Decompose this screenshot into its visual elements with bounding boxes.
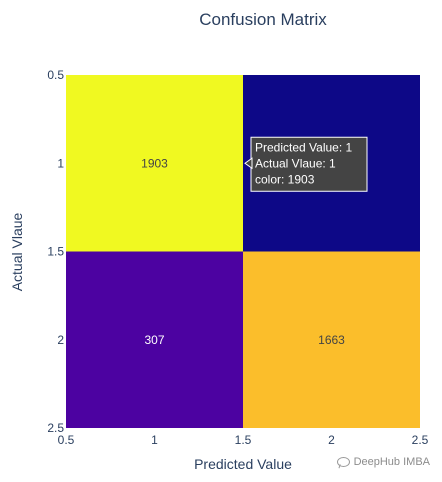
chart-title: Confusion Matrix xyxy=(199,10,327,29)
tooltip-line: color: 1903 xyxy=(255,172,315,186)
heatmap-cell-r2-c2[interactable] xyxy=(243,251,420,429)
x-axis-title: Predicted Value xyxy=(194,456,292,472)
y-tick-label: 2.5 xyxy=(47,421,64,435)
x-tick-label: 1.5 xyxy=(235,433,252,447)
y-tick-label: 0.5 xyxy=(47,68,64,82)
wechat-icon xyxy=(336,457,350,467)
x-ticks: 0.5 1 1.5 2 2.5 xyxy=(58,433,429,447)
tooltip-line: Predicted Value: 1 xyxy=(255,140,352,154)
heatmap-cells[interactable] xyxy=(66,75,420,428)
cell-label-r2-c2: 1663 xyxy=(318,333,345,347)
x-tick-label: 2.5 xyxy=(412,433,429,447)
x-tick-label: 2 xyxy=(328,433,335,447)
x-tick-label: 0.5 xyxy=(58,433,75,447)
tooltip-line: Actual Vlaue: 1 xyxy=(255,156,336,170)
cell-labels: 1903 307 1663 xyxy=(141,156,345,347)
y-tick-label: 1 xyxy=(57,156,64,170)
hover-tooltip: Predicted Value: 1 Actual Vlaue: 1 color: … xyxy=(244,136,368,192)
heatmap-cell-r2-c1[interactable] xyxy=(66,251,243,429)
watermark: DeepHub IMBA xyxy=(336,456,430,468)
y-tick-label: 2 xyxy=(57,333,64,347)
watermark-text: DeepHub IMBA xyxy=(353,456,430,468)
y-axis-title: Actual Vlaue xyxy=(9,212,25,291)
cell-label-r2-c1: 307 xyxy=(144,333,164,347)
heatmap-cell-r1-c1[interactable] xyxy=(66,75,243,252)
y-tick-label: 1.5 xyxy=(47,245,64,259)
cell-label-r1-c1: 1903 xyxy=(141,156,168,170)
y-ticks: 0.5 1 1.5 2 2.5 xyxy=(47,68,64,435)
x-tick-label: 1 xyxy=(151,433,158,447)
tooltip-pointer xyxy=(244,157,253,170)
